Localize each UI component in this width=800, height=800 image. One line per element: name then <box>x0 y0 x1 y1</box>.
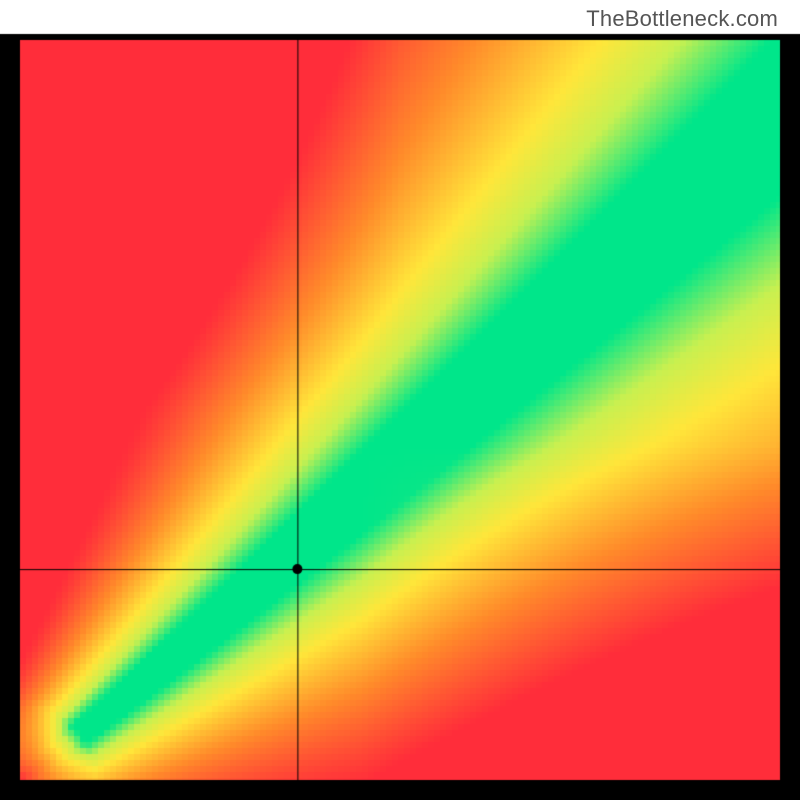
chart-container: TheBottleneck.com <box>0 0 800 800</box>
watermark-text: TheBottleneck.com <box>586 6 778 32</box>
bottleneck-heatmap <box>0 0 800 800</box>
